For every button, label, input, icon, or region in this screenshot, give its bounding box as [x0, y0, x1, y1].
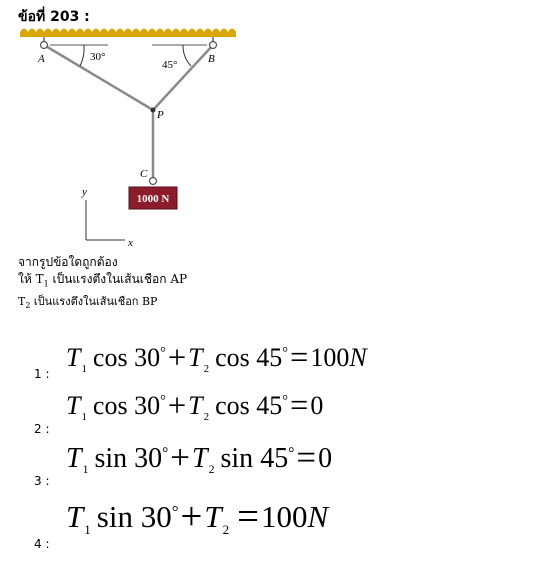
- weight-label: 1000 N: [137, 193, 170, 205]
- angle-arc-b: [182, 44, 192, 67]
- choice-1-equation[interactable]: T1 cos 30°+T2 cos 45°=100N: [66, 339, 367, 376]
- prompt-line-2: ให้ T1 เป็นแรงตึงในเส้นเชือก AP: [18, 272, 188, 289]
- rope-ap: [43, 43, 154, 112]
- choice-3-number[interactable]: 3 :: [34, 474, 50, 488]
- prompt-line-3: T2 เป็นแรงตึงในเส้นเชือก BP: [18, 295, 158, 311]
- angle-label-a: 30°: [90, 51, 105, 63]
- weight-box: [128, 186, 178, 210]
- choice-1-number[interactable]: 1 :: [34, 367, 50, 381]
- label-p: P: [156, 109, 164, 121]
- ceiling: [20, 28, 236, 37]
- angle-arc-a: [79, 44, 85, 67]
- prompt-line-1: จากรูปข้อใดถูกต้อง: [18, 255, 118, 269]
- angle-label-b: 45°: [162, 59, 177, 71]
- rope-bp: [152, 44, 214, 111]
- choice-2-number[interactable]: 2 :: [34, 422, 50, 436]
- pulley-diagram: 1000 N A B P C 30° 45° y x: [20, 28, 236, 249]
- choice-3-equation[interactable]: T1 sin 30°+T2 sin 45°=0: [66, 437, 333, 477]
- pin-a: [39, 40, 49, 50]
- hook-c: [148, 176, 158, 186]
- choice-4-equation[interactable]: T1 sin 30°+T2 =100N: [66, 494, 329, 538]
- choice-2-equation[interactable]: T1 cos 30°+T2 cos 45°=0: [66, 387, 324, 424]
- axis-y-label: y: [81, 186, 87, 198]
- question-label: ข้อที่ 203 :: [18, 9, 90, 25]
- label-b: B: [208, 53, 215, 65]
- knot-p: [150, 107, 156, 113]
- label-c: C: [140, 168, 148, 180]
- choice-4-number[interactable]: 4 :: [34, 537, 50, 551]
- label-a: A: [37, 53, 45, 65]
- axis-x-label: x: [127, 237, 133, 249]
- pin-b: [208, 40, 218, 50]
